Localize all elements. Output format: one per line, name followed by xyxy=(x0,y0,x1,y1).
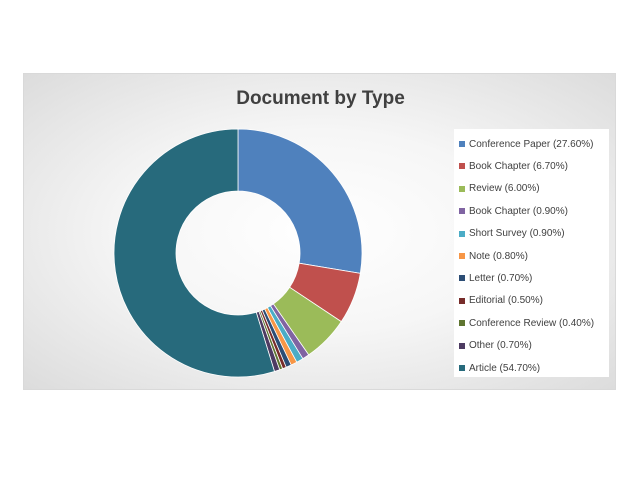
legend-label: Letter (0.70%) xyxy=(469,272,533,284)
legend-item: Article (54.70%) xyxy=(459,361,540,375)
legend-label: Review (6.00%) xyxy=(469,183,540,195)
legend-label: Note (0.80%) xyxy=(469,250,528,262)
legend-swatch xyxy=(459,297,465,304)
legend-label: Short Survey (0.90%) xyxy=(469,228,565,240)
legend-swatch xyxy=(459,342,465,349)
legend-swatch xyxy=(459,275,465,282)
legend-item: Short Survey (0.90%) xyxy=(459,227,565,241)
chart-title: Document by Type xyxy=(236,88,405,109)
legend-item: Conference Review (0.40%) xyxy=(459,316,594,330)
legend-swatch xyxy=(459,320,465,327)
legend-item: Book Chapter (0.90%) xyxy=(459,204,568,218)
chart-area: Document by Type Conference Paper (27.60… xyxy=(23,73,616,390)
legend-swatch xyxy=(459,141,465,147)
legend-item: Other (0.70%) xyxy=(459,339,532,353)
legend-label: Book Chapter (0.90%) xyxy=(469,205,568,217)
legend-swatch xyxy=(459,253,465,259)
donut-chart xyxy=(113,128,363,378)
legend-swatch xyxy=(459,185,465,192)
legend-label: Editorial (0.50%) xyxy=(469,295,543,307)
legend-label: Conference Review (0.40%) xyxy=(469,317,595,329)
legend-swatch xyxy=(459,163,465,170)
legend-label: Article (54.70%) xyxy=(469,362,541,374)
pie-slice-0 xyxy=(237,128,363,274)
legend-item: Conference Paper (27.60%) xyxy=(459,137,594,151)
legend-swatch xyxy=(459,208,465,215)
legend-label: Book Chapter (6.70%) xyxy=(469,160,568,172)
legend-item: Editorial (0.50%) xyxy=(459,294,543,308)
legend-item: Book Chapter (6.70%) xyxy=(459,159,568,173)
legend-label: Other (0.70%) xyxy=(469,340,532,352)
legend-label: Conference Paper (27.60%) xyxy=(469,138,594,150)
legend-item: Letter (0.70%) xyxy=(459,271,532,285)
legend-item: Review (6.00%) xyxy=(459,182,540,196)
legend-swatch xyxy=(459,230,465,237)
pie-slice-10 xyxy=(113,128,275,378)
chart-legend: Conference Paper (27.60%) Book Chapter (6… xyxy=(454,129,609,377)
legend-swatch xyxy=(459,365,465,371)
legend-item: Note (0.80%) xyxy=(459,249,528,263)
